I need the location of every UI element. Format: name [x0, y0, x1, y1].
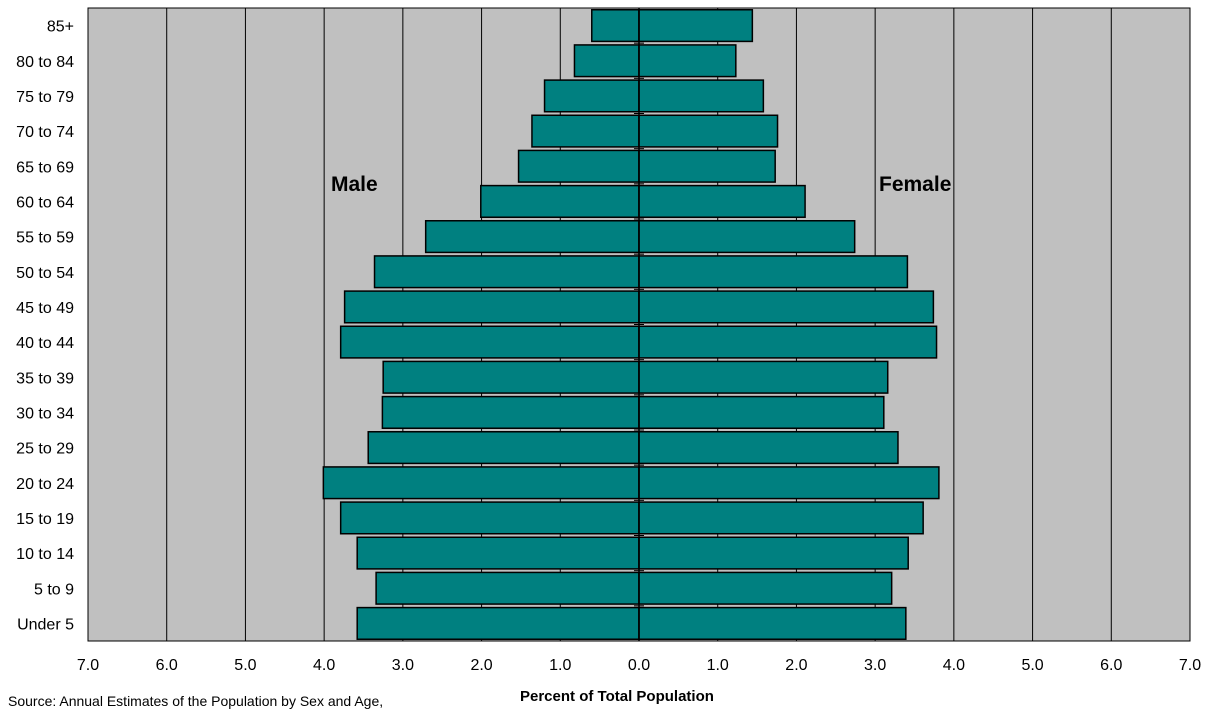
female-bar: [638, 395, 885, 429]
x-tick-label: 6.0: [156, 657, 178, 674]
bars: [322, 9, 940, 640]
male-label: Male: [331, 173, 378, 196]
male-bar: [543, 79, 640, 113]
y-tick-label: 20 to 24: [16, 476, 74, 493]
y-tick-label: 80 to 84: [16, 54, 74, 71]
female-bar: [638, 255, 909, 289]
y-tick-label: 65 to 69: [16, 159, 74, 176]
x-tick-label: 6.0: [1100, 657, 1122, 674]
y-tick-label: 15 to 19: [16, 511, 74, 528]
y-tick-label: 70 to 74: [16, 124, 74, 141]
x-tick-label: 3.0: [864, 657, 886, 674]
male-bar: [343, 290, 640, 324]
y-tick-label: 55 to 59: [16, 230, 74, 247]
male-bar: [356, 606, 640, 640]
female-bar: [638, 606, 907, 640]
female-bar: [638, 44, 737, 78]
x-tick-label: 3.0: [392, 657, 414, 674]
source-note: Source: Annual Estimates of the Populati…: [8, 693, 384, 709]
male-bar: [356, 536, 640, 570]
male-bar: [480, 184, 640, 218]
y-tick-label: 30 to 34: [16, 405, 74, 422]
male-bar: [382, 360, 640, 394]
x-tick-label: 4.0: [943, 657, 965, 674]
x-tick-label: 5.0: [1021, 657, 1043, 674]
female-bar: [638, 536, 909, 570]
male-bar: [517, 149, 640, 183]
y-tick-label: 75 to 79: [16, 89, 74, 106]
x-tick-label: 0.0: [628, 657, 650, 674]
male-bar: [424, 220, 640, 254]
x-tick-label: 4.0: [313, 657, 335, 674]
y-tick-label: 5 to 9: [34, 581, 74, 598]
y-tick-label: Under 5: [17, 616, 74, 633]
female-bar: [638, 114, 779, 148]
x-tick-label: 1.0: [549, 657, 571, 674]
x-tick-label: 2.0: [470, 657, 492, 674]
male-bar: [322, 466, 640, 500]
y-tick-label: 50 to 54: [16, 265, 74, 282]
x-axis-labels: 7.0 6.0 5.0 4.0 3.0 2.0 1.0 0.0 1.0 2.0 3.0 4.0 5.0 6…: [77, 657, 1201, 674]
y-tick-label: 10 to 14: [16, 546, 74, 563]
female-bar: [638, 466, 940, 500]
y-tick-label: 35 to 39: [16, 370, 74, 387]
female-bar: [638, 79, 765, 113]
female-bar: [638, 184, 806, 218]
female-bar: [638, 149, 776, 183]
x-tick-label: 1.0: [707, 657, 729, 674]
male-bar: [367, 431, 640, 465]
male-bar: [573, 44, 640, 78]
x-tick-label: 5.0: [234, 657, 256, 674]
x-tick-label: 2.0: [785, 657, 807, 674]
female-bar: [638, 571, 893, 605]
y-tick-label: 85+: [47, 19, 74, 36]
y-tick-label: 60 to 64: [16, 194, 74, 211]
female-bar: [638, 360, 889, 394]
female-bar: [638, 9, 754, 43]
male-bar: [531, 114, 640, 148]
male-bar: [373, 255, 640, 289]
female-bar: [638, 501, 924, 535]
female-bar: [638, 290, 935, 324]
x-tick-label: 7.0: [77, 657, 99, 674]
male-bar: [339, 501, 640, 535]
y-tick-label: 40 to 44: [16, 335, 74, 352]
male-bar: [339, 325, 640, 359]
male-bar: [591, 9, 640, 43]
female-bar: [638, 325, 938, 359]
female-bar: [638, 431, 899, 465]
y-axis-labels: Under 5 5 to 9 10 to 14 15 to 19 20 to 24 25 …: [16, 19, 74, 634]
female-bar: [638, 220, 856, 254]
male-bar: [381, 395, 640, 429]
male-bar: [375, 571, 640, 605]
y-tick-label: 45 to 49: [16, 300, 74, 317]
y-tick-label: 25 to 29: [16, 441, 74, 458]
axes: [87, 7, 1191, 642]
x-axis-title: Percent of Total Population: [520, 688, 714, 705]
x-tick-label: 7.0: [1179, 657, 1201, 674]
female-label: Female: [879, 173, 951, 196]
